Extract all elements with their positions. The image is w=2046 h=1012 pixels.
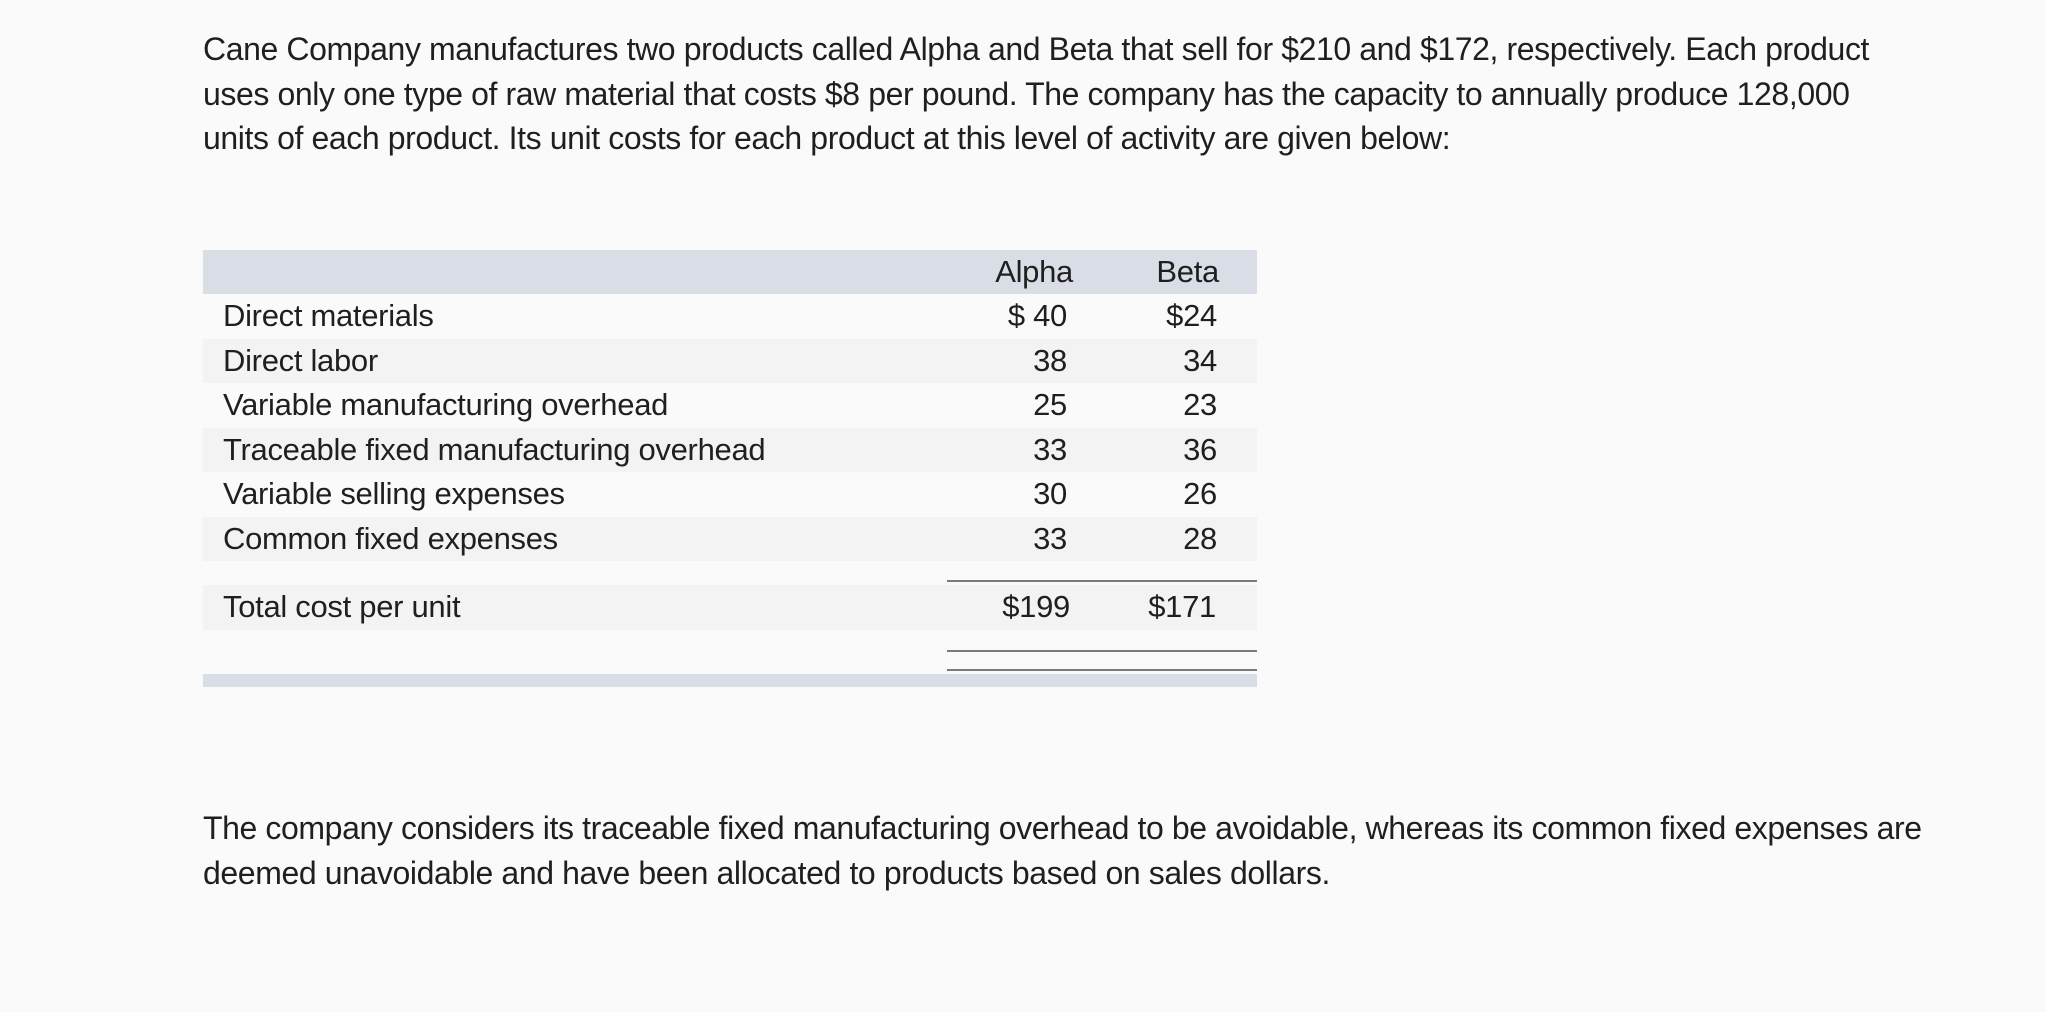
double-rule-top: [947, 649, 1257, 652]
beta-value: 26: [1183, 476, 1217, 511]
beta-value: $24: [1166, 298, 1217, 333]
subtotal-rule-area: [203, 561, 1257, 585]
row-label: Direct materials: [223, 298, 434, 333]
outro-paragraph: The company considers its traceable fixe…: [203, 810, 1922, 891]
double-rule-bottom: [947, 668, 1257, 671]
beta-value: 36: [1183, 431, 1217, 467]
total-label: Total cost per unit: [223, 589, 461, 624]
beta-value: 28: [1183, 520, 1217, 556]
table-row: Common fixed expenses 33 28: [203, 516, 1257, 561]
table-row: Direct labor 38 34: [203, 338, 1257, 383]
subtotal-rule: [947, 580, 1257, 582]
row-label: Variable selling expenses: [223, 476, 565, 511]
table-footer-band: [203, 673, 1257, 687]
row-label: Direct labor: [223, 342, 378, 378]
table-row: Traceable fixed manufacturing overhead 3…: [203, 427, 1257, 472]
total-alpha: $199: [1002, 589, 1070, 624]
table-row: Variable selling expenses 30 26: [203, 472, 1257, 517]
unit-cost-table: Alpha Beta Direct materials $ 40 $24 Dir…: [203, 250, 1257, 687]
table-row: Direct materials $ 40 $24: [203, 294, 1257, 339]
double-rule-area: [203, 630, 1257, 674]
total-row: Total cost per unit $199 $171: [203, 585, 1257, 630]
alpha-value: 33: [1033, 431, 1067, 467]
table-header: Alpha Beta: [203, 250, 1257, 294]
table-row: Variable manufacturing overhead 25 23: [203, 383, 1257, 428]
column-header-beta: Beta: [1156, 254, 1219, 289]
alpha-value: 30: [1033, 476, 1067, 511]
column-header-alpha: Alpha: [995, 254, 1073, 289]
beta-value: 34: [1183, 342, 1217, 378]
alpha-value: 25: [1033, 387, 1067, 422]
intro-paragraph: Cane Company manufactures two products c…: [203, 31, 1870, 156]
alpha-value: $ 40: [1007, 298, 1067, 333]
alpha-value: 33: [1033, 520, 1067, 556]
beta-value: 23: [1183, 387, 1217, 422]
row-label: Variable manufacturing overhead: [223, 387, 669, 422]
row-label: Traceable fixed manufacturing overhead: [223, 431, 766, 467]
row-label: Common fixed expenses: [223, 520, 558, 556]
alpha-value: 38: [1033, 342, 1067, 378]
total-beta: $171: [1148, 589, 1216, 624]
